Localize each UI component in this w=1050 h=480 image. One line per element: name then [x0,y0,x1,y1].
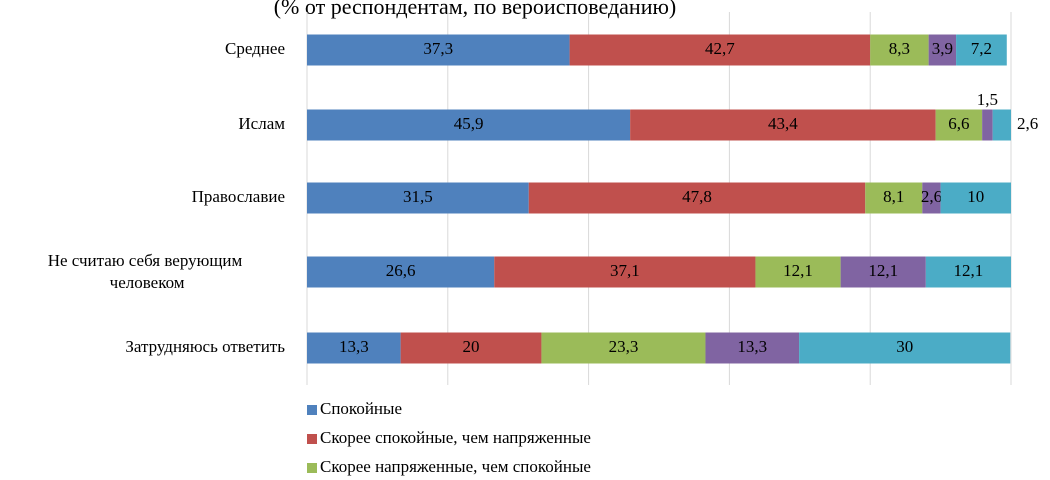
data-label: 13,3 [737,337,767,356]
data-label: 8,1 [883,187,904,206]
legend-label: Скорее спокойные, чем напряженные [320,428,591,447]
bar-segment [541,332,706,364]
data-label: 20 [463,337,480,356]
y-tick-label: Ислам [238,114,285,133]
bar-segment [528,182,866,214]
bar-segment [307,256,495,288]
legend-label: Скорее напряженные, чем спокойные [320,457,591,476]
bar-segment [307,332,401,364]
bar-segment [307,109,631,141]
data-label: 10 [967,187,984,206]
data-label: 43,4 [768,114,798,133]
legend-swatch [307,434,317,444]
bar-segment [630,109,936,141]
chart-title: (% от респондентам, по вероисповеданию) [274,0,677,19]
y-tick-label: Среднее [225,39,285,58]
data-label: 45,9 [454,114,484,133]
data-label: 13,3 [339,337,369,356]
data-label: 2,6 [921,187,942,206]
data-label: 3,9 [932,39,953,58]
data-label: 26,6 [386,261,416,280]
bar-segment [799,332,1011,364]
bar-segment [940,182,1011,214]
bar-segment [925,256,1011,288]
data-label: 42,7 [705,39,735,58]
data-label: 7,2 [971,39,992,58]
y-tick-label: Не считаю себя верующим человеком [48,251,243,292]
legend-swatch [307,405,317,415]
bar-segment [922,182,941,214]
data-label: 37,3 [423,39,453,58]
bar-segment [840,256,926,288]
bar-segment [755,256,841,288]
bar-segment [935,109,983,141]
bar-segment [865,182,923,214]
bar-segment [307,34,570,66]
data-label: 47,8 [682,187,712,206]
data-label: 6,6 [948,114,969,133]
bar-segment [494,256,756,288]
y-tick-label: Православие [192,187,285,206]
data-label: 8,3 [889,39,910,58]
data-label: 23,3 [609,337,639,356]
data-label: 30 [896,337,913,356]
data-label: 12,1 [868,261,898,280]
bar-segment [982,109,993,141]
data-label: 2,6 [1017,114,1038,133]
data-label: 12,1 [783,261,813,280]
bar-segment [992,109,1011,141]
legend-swatch [307,463,317,473]
legend-label: Спокойные [320,399,402,418]
data-label: 1,5 [977,90,998,109]
bar-segment [928,34,957,66]
data-label: 37,1 [610,261,640,280]
bar-segment [956,34,1007,66]
bar-segment [705,332,800,364]
data-label: 12,1 [954,261,984,280]
bar-segment [400,332,542,364]
bar-segment [569,34,871,66]
y-tick-label: Затрудняюсь ответить [125,337,285,356]
data-label: 31,5 [403,187,433,206]
bar-segment [870,34,929,66]
bar-segment [307,182,529,214]
